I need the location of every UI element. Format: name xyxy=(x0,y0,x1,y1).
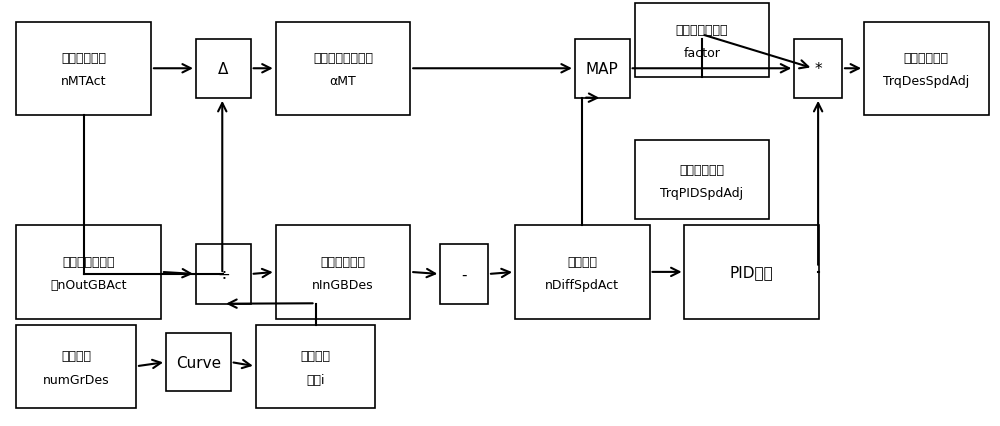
Text: -: - xyxy=(461,267,467,282)
FancyBboxPatch shape xyxy=(575,40,630,99)
Text: 需求目标转速: 需求目标转速 xyxy=(320,255,365,268)
Text: nInGBDes: nInGBDes xyxy=(312,279,374,291)
Text: ÷: ÷ xyxy=(217,267,230,282)
FancyBboxPatch shape xyxy=(276,226,410,319)
FancyBboxPatch shape xyxy=(16,325,136,408)
Text: 调速需求扭矩: 调速需求扭矩 xyxy=(904,52,949,65)
FancyBboxPatch shape xyxy=(16,226,161,319)
Text: Δ: Δ xyxy=(218,62,228,77)
FancyBboxPatch shape xyxy=(515,226,650,319)
Text: *: * xyxy=(814,62,822,77)
Text: αMT: αMT xyxy=(330,75,356,88)
FancyBboxPatch shape xyxy=(440,245,488,304)
FancyBboxPatch shape xyxy=(196,40,251,99)
Text: nDiffSpdAct: nDiffSpdAct xyxy=(545,279,619,291)
Text: 电机转速角加速度: 电机转速角加速度 xyxy=(313,52,373,65)
Text: 变速箱输出轴转: 变速箱输出轴转 xyxy=(62,255,115,268)
Text: nMTAct: nMTAct xyxy=(61,75,106,88)
Text: MAP: MAP xyxy=(586,62,619,77)
Text: 初始调速扭矩: 初始调速扭矩 xyxy=(679,163,724,176)
Text: 速nOutGBAct: 速nOutGBAct xyxy=(50,279,127,291)
FancyBboxPatch shape xyxy=(635,3,769,78)
Text: Curve: Curve xyxy=(176,355,221,370)
Text: TrqDesSpdAdj: TrqDesSpdAdj xyxy=(883,75,969,88)
FancyBboxPatch shape xyxy=(684,226,819,319)
Text: 目标档位: 目标档位 xyxy=(301,349,331,363)
FancyBboxPatch shape xyxy=(276,23,410,115)
Text: TrqPIDSpdAdj: TrqPIDSpdAdj xyxy=(660,187,744,199)
FancyBboxPatch shape xyxy=(864,23,989,115)
Text: 速比i: 速比i xyxy=(306,373,325,386)
FancyBboxPatch shape xyxy=(794,40,842,99)
Text: 实际速差: 实际速差 xyxy=(567,255,597,268)
FancyBboxPatch shape xyxy=(256,325,375,408)
FancyBboxPatch shape xyxy=(166,334,231,391)
FancyBboxPatch shape xyxy=(16,23,151,115)
Text: 目标档位: 目标档位 xyxy=(61,349,91,363)
Text: 电机实际转速: 电机实际转速 xyxy=(61,52,106,65)
Text: 加速度补偿系数: 加速度补偿系数 xyxy=(676,23,728,37)
Text: numGrDes: numGrDes xyxy=(43,373,109,386)
Text: PID调节: PID调节 xyxy=(730,265,774,280)
FancyBboxPatch shape xyxy=(635,141,769,219)
Text: factor: factor xyxy=(684,47,720,60)
FancyBboxPatch shape xyxy=(196,245,251,304)
